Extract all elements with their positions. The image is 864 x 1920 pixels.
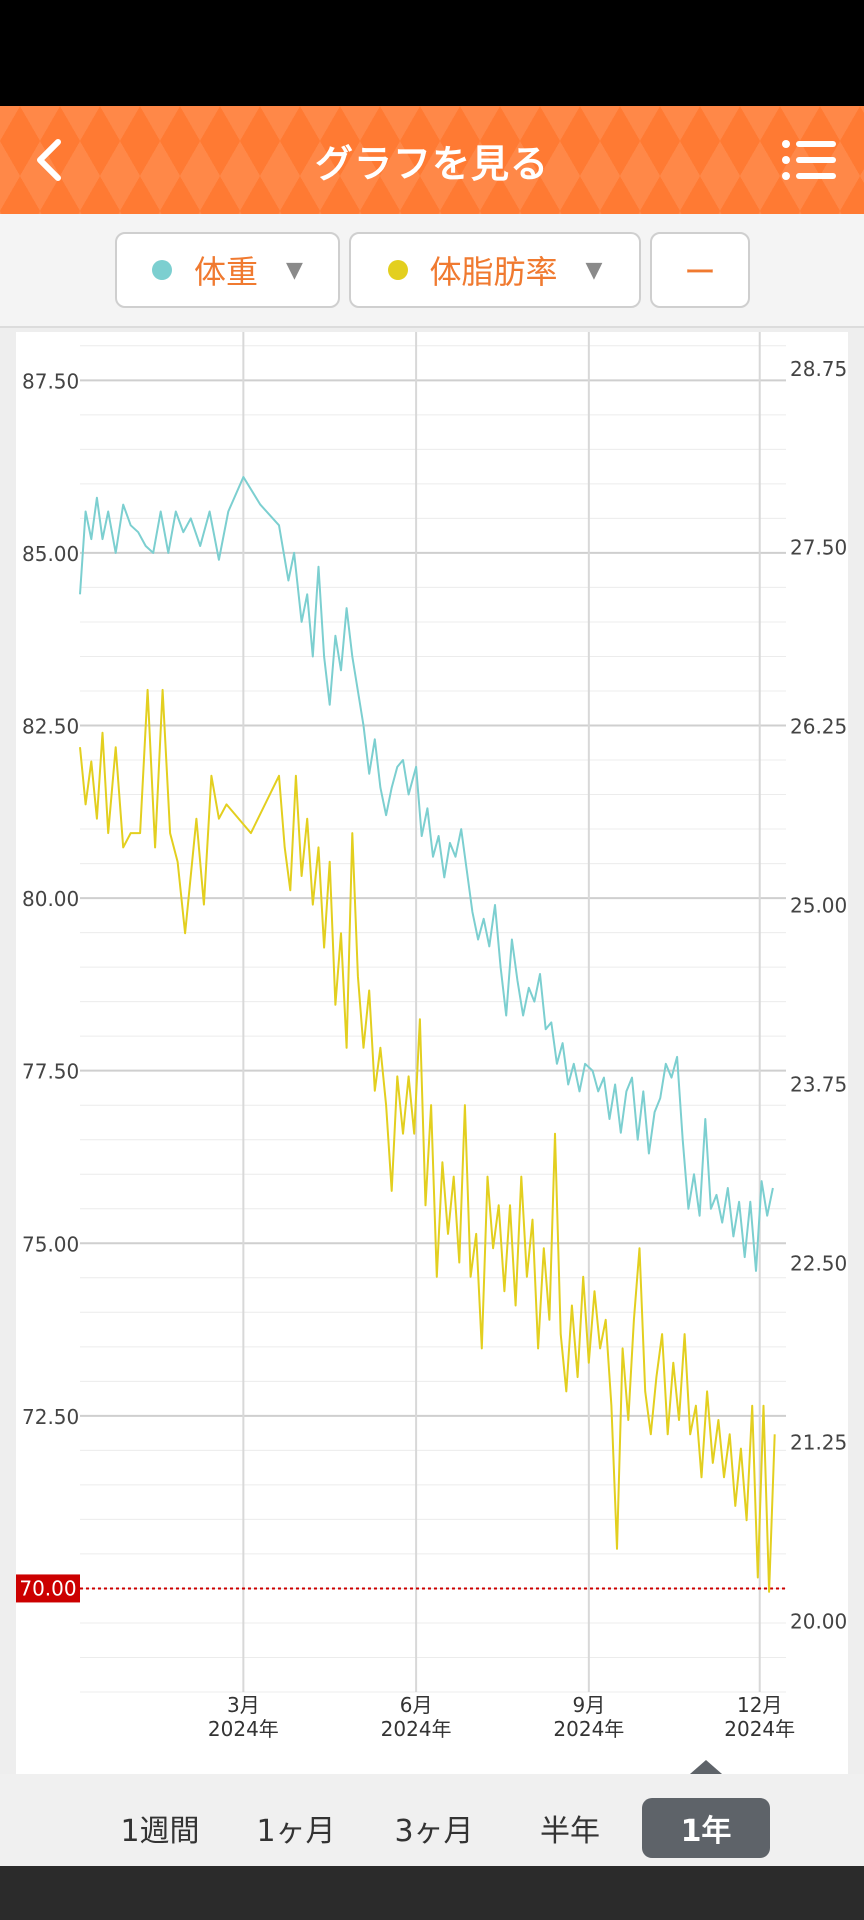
range-tab-bar: 1週間 1ヶ月 3ヶ月 半年 1年: [0, 1760, 864, 1866]
app-header: グラフを見る: [0, 106, 864, 214]
back-button[interactable]: [22, 128, 86, 192]
system-nav-bar: [0, 1866, 864, 1920]
weight-dot-icon: [152, 260, 173, 280]
page-title: グラフを見る: [314, 141, 549, 186]
right-tick-label: 26.25: [790, 715, 847, 739]
x-tick-year: 2024年: [208, 1717, 279, 1741]
left-tick-label: 75.00: [22, 1232, 79, 1256]
metric1-dropdown[interactable]: 体重 ▼: [115, 232, 340, 308]
right-tick-label: 27.50: [790, 536, 847, 560]
tab-3months[interactable]: 3ヶ月: [394, 1814, 474, 1849]
status-bar: [0, 0, 864, 106]
fat-dot-icon: [387, 260, 408, 280]
x-tick-month: 12月: [737, 1693, 782, 1717]
tab-1week[interactable]: 1週間: [120, 1814, 200, 1849]
left-tick-label: 77.50: [22, 1060, 79, 1084]
tab-half-year[interactable]: 半年: [540, 1814, 600, 1849]
weight-series-line: [79, 476, 774, 1272]
metric2-dropdown[interactable]: 体脂肪率 ▼: [349, 232, 641, 308]
chevron-left-icon: [37, 139, 61, 181]
target-label-bg: [16, 1574, 80, 1603]
weight-fat-chart: 87.50 85.00 82.50 80.00 77.50 75.00 72.50 28.75…: [16, 332, 847, 1741]
dropdown-arrow-icon: ▼: [286, 257, 303, 283]
metric2-label: 体脂肪率: [429, 253, 558, 291]
x-tick-year: 2024年: [553, 1717, 624, 1741]
left-tick-label: 85.00: [22, 542, 79, 566]
metric3-label: ー: [683, 253, 716, 291]
right-tick-label: 25.00: [790, 894, 847, 918]
target-label: 70.00: [19, 1576, 76, 1600]
list-menu-icon: [782, 140, 836, 180]
menu-button[interactable]: [778, 128, 842, 192]
x-tick-month: 3月: [227, 1693, 260, 1717]
right-tick-label: 23.75: [790, 1073, 847, 1097]
left-tick-label: 87.50: [22, 369, 79, 393]
fat-series-line: [79, 688, 776, 1593]
left-tick-label: 72.50: [22, 1405, 79, 1429]
right-tick-label: 20.00: [790, 1609, 847, 1633]
chart-area: 87.50 85.00 82.50 80.00 77.50 75.00 72.50 28.75…: [16, 332, 848, 1774]
left-tick-label: 82.50: [22, 715, 79, 739]
x-tick-month: 6月: [400, 1693, 433, 1717]
x-tick-year: 2024年: [724, 1717, 795, 1741]
metric-selector-bar: 体重 ▼ 体脂肪率 ▼ ー: [0, 214, 864, 328]
metric3-dropdown[interactable]: ー: [650, 232, 750, 308]
tab-1month[interactable]: 1ヶ月: [256, 1814, 336, 1849]
x-tick-month: 9月: [572, 1693, 605, 1717]
x-tick-year: 2024年: [381, 1717, 452, 1741]
left-tick-label: 80.00: [22, 887, 79, 911]
active-tab-pointer: [690, 1760, 722, 1774]
tab-1year[interactable]: 1年: [642, 1798, 770, 1858]
right-tick-label: 21.25: [790, 1430, 847, 1454]
right-tick-label: 22.50: [790, 1252, 847, 1276]
metric1-label: 体重: [194, 253, 259, 291]
right-tick-label: 28.75: [790, 357, 847, 381]
dropdown-arrow-icon: ▼: [585, 257, 603, 283]
